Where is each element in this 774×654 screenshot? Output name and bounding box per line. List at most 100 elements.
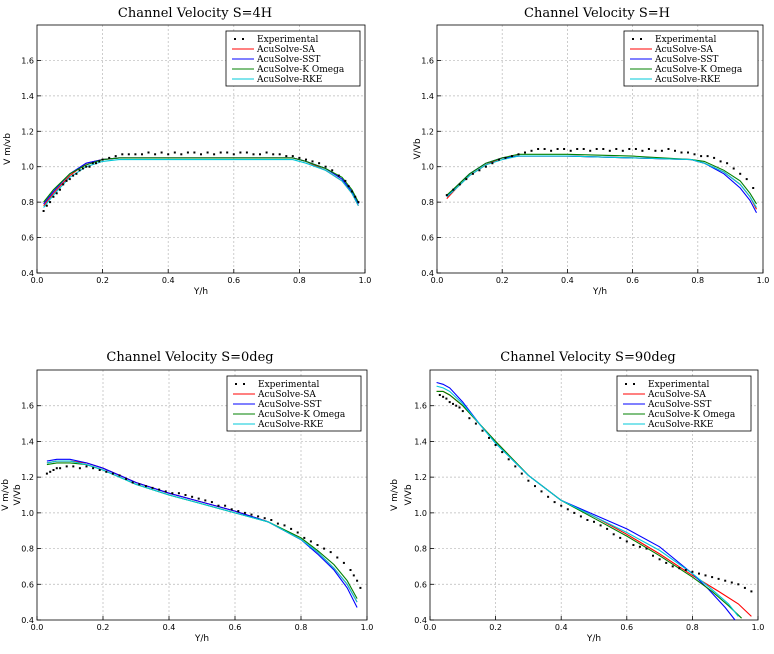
experimental-point xyxy=(344,179,347,182)
plot-frame xyxy=(436,24,764,274)
experimental-point xyxy=(98,160,101,163)
chart-panel-3: 0.0 0.2 0.4 0.6 0.8 1.0 0.4 0.6 0.8 1.0 1.2 1.4 1.6 C… xyxy=(1,350,373,644)
y-tick-label: 0.6 xyxy=(21,234,34,243)
experimental-point xyxy=(65,179,68,182)
experimental-point xyxy=(356,579,359,582)
experimental-point xyxy=(204,499,207,502)
experimental-point xyxy=(270,519,273,521)
y-tick-label: 1.0 xyxy=(414,509,427,518)
experimental-point xyxy=(488,436,490,439)
legend-label: AcuSolve-SA xyxy=(654,45,713,55)
experimental-point xyxy=(49,201,52,204)
experimental-point xyxy=(276,522,279,525)
y-axis-label-secondary: V/Vb xyxy=(413,138,423,159)
chart-panel-1: 0.0 0.2 0.4 0.6 0.8 1.0 0.4 0.6 0.8 1.0 1.2 1.4 1.6 C… xyxy=(3,6,371,297)
y-tick-label: 1.6 xyxy=(414,402,427,411)
plot-frame xyxy=(429,369,759,621)
experimental-point xyxy=(263,517,266,520)
experimental-point xyxy=(612,533,615,536)
experimental-point xyxy=(78,467,81,470)
y-tick-label: 1.4 xyxy=(421,92,434,101)
experimental-point xyxy=(144,485,147,488)
y-tick-label: 0.8 xyxy=(414,545,427,554)
legend-marker-experimental xyxy=(625,383,627,385)
experimental-point xyxy=(125,477,128,480)
experimental-point xyxy=(42,210,45,212)
experimental-point xyxy=(530,149,533,152)
experimental-point xyxy=(59,467,62,470)
series-line-acusolve-rke xyxy=(46,460,358,603)
x-tick-label: 0.4 xyxy=(555,623,568,632)
experimental-point xyxy=(226,151,229,154)
y-axis-label-secondary: V/Vb xyxy=(13,484,23,505)
experimental-point xyxy=(752,187,755,189)
experimental-point xyxy=(85,465,88,468)
experimental-point xyxy=(507,458,510,461)
experimental-point xyxy=(517,153,520,156)
experimental-point xyxy=(65,465,68,468)
experimental-point xyxy=(91,162,94,165)
experimental-point xyxy=(186,151,189,154)
experimental-point xyxy=(693,153,696,156)
experimental-point xyxy=(311,160,314,163)
legend-label: AcuSolve-SST xyxy=(256,55,320,65)
experimental-point xyxy=(184,494,187,496)
experimental-point xyxy=(259,153,261,156)
x-tick-label: 0.2 xyxy=(96,276,109,285)
legend-marker-experimental xyxy=(632,38,634,40)
series-line-acusolve-sa xyxy=(46,460,358,603)
experimental-point xyxy=(658,558,661,561)
x-tick-label: 1.0 xyxy=(361,623,374,632)
legend-label: AcuSolve-K Omega xyxy=(647,410,736,420)
x-tick-label: 0.8 xyxy=(295,623,308,632)
y-tick-label: 0.4 xyxy=(421,269,434,278)
experimental-point xyxy=(114,155,117,158)
experimental-point xyxy=(323,547,326,550)
experimental-point xyxy=(647,148,650,150)
y-tick-label: 1.0 xyxy=(421,163,434,172)
experimental-point xyxy=(224,504,227,507)
legend-label: AcuSolve-SA xyxy=(257,390,316,400)
experimental-point xyxy=(303,536,306,539)
x-tick-label: 0.6 xyxy=(227,276,240,285)
experimental-point xyxy=(88,165,91,168)
experimental-point xyxy=(534,485,536,488)
legend-label: AcuSolve-K Omega xyxy=(257,410,346,420)
chart-title: Channel Velocity S=90deg xyxy=(500,350,676,365)
experimental-point xyxy=(158,488,161,491)
x-tick-label: 0.6 xyxy=(626,276,639,285)
legend-label-experimental: Experimental xyxy=(648,380,710,390)
experimental-point xyxy=(160,151,163,154)
experimental-point xyxy=(461,410,464,413)
experimental-point xyxy=(474,422,477,425)
legend-label: AcuSolve-SA xyxy=(647,390,706,400)
experimental-point xyxy=(674,149,676,152)
experimental-point xyxy=(550,149,553,152)
experimental-point xyxy=(589,149,592,152)
experimental-point xyxy=(478,169,481,172)
experimental-point xyxy=(717,577,720,580)
chart-panel-4: 0.0 0.2 0.4 0.6 0.8 1.0 0.4 0.6 0.8 1.0 1.2 1.4 1.6 C… xyxy=(390,350,764,644)
experimental-point xyxy=(151,486,154,489)
experimental-point xyxy=(257,515,260,518)
x-tick-label: 0.0 xyxy=(424,623,437,632)
legend-label-experimental: Experimental xyxy=(655,35,717,45)
experimental-point xyxy=(52,469,55,471)
legend-marker-experimental xyxy=(633,383,635,385)
experimental-point xyxy=(197,497,200,500)
experimental-point xyxy=(645,547,648,550)
experimental-point xyxy=(750,590,753,593)
experimental-point xyxy=(632,544,635,546)
experimental-point xyxy=(700,155,703,158)
experimental-point xyxy=(213,153,216,156)
experimental-point xyxy=(458,406,461,409)
y-axis-label: V m/vb xyxy=(1,479,11,511)
experimental-point xyxy=(92,467,95,470)
experimental-point xyxy=(72,465,75,468)
legend-marker-experimental xyxy=(640,38,642,40)
experimental-point xyxy=(471,172,474,175)
experimental-point xyxy=(569,149,572,152)
experimental-point xyxy=(52,195,55,198)
legend-marker-experimental xyxy=(242,38,244,40)
experimental-point xyxy=(134,153,137,156)
